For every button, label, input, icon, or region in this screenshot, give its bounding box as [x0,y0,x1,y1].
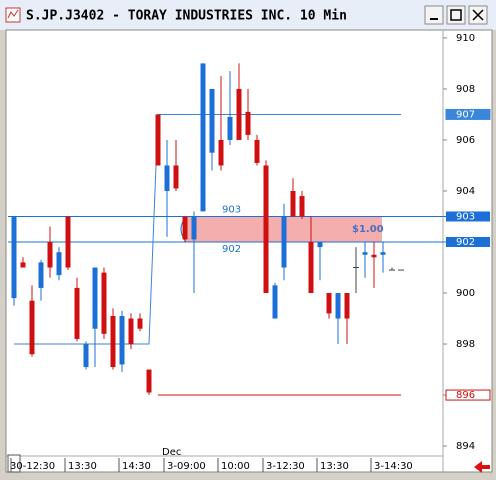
candle-body [227,116,233,140]
candle-body [308,241,314,294]
candle-body [83,344,89,367]
candle-body [92,267,98,329]
window-title: S.JP.J3402 - TORAY INDUSTRIES INC. 10 Mi… [26,9,347,24]
candle-body [236,88,242,140]
y-tick-label: 906 [456,135,475,146]
candle-body [74,287,80,339]
x-tick-label: 3-14:30 [374,461,413,472]
chart-area [5,29,493,473]
y-tick-label: 904 [456,186,475,197]
x-tick-label: 13:30 [68,461,97,472]
price-tag [445,389,491,401]
candle-body [119,315,125,365]
candle-body [101,272,107,334]
y-tick-label: 898 [456,339,475,350]
x-tick-label: 3-09:00 [167,461,206,472]
y-tick-label: 910 [456,33,475,44]
candle-body [155,114,161,166]
candle-body [362,252,368,255]
x-tick-label: 3-12:30 [266,461,305,472]
x-tick-label: 14:30 [122,461,151,472]
candle-body [326,293,332,314]
candle-body [200,63,206,212]
price-tag [446,236,490,247]
maximize-button[interactable] [446,5,466,25]
candle-body [290,190,296,217]
candle-body [263,165,269,294]
x-tick-label: 10:00 [221,461,250,472]
candle-body [110,315,116,367]
candle-body [335,293,341,319]
candle-body [47,241,53,268]
candle-body [218,139,224,166]
candle-body [254,139,260,163]
annotation-bottom: 902 [222,244,241,255]
candle-body [281,216,287,268]
candle-body [65,216,71,268]
price-tag-label: 907 [456,109,475,120]
window-buttons[interactable] [424,5,488,25]
candle-body [245,111,251,135]
candle-body [272,285,278,319]
candle-body [380,252,386,255]
candle-body [182,216,188,240]
x-tick-label: 30-12:30 [10,461,55,472]
y-tick-label: 894 [456,441,475,452]
candle-body [38,262,44,288]
y-tick-label: 900 [456,288,475,299]
minimize-button[interactable] [424,5,444,25]
candle-body [299,196,305,217]
candle-body [137,318,143,329]
maximize-glyph [450,9,462,21]
scroll-arrow[interactable] [474,461,490,473]
price-tag [446,211,490,222]
x-tick-label: 13:30 [320,461,349,472]
close-glyph [472,9,484,21]
candle-body [191,216,197,240]
annotation-top: 903 [222,204,241,215]
candle-body [317,241,323,248]
candle-body [56,252,62,276]
candle-body [209,88,215,153]
level-path [14,113,401,345]
title-bar [0,0,496,30]
candle-body [344,293,350,319]
plot: 894 896 898 900 902 904 906 908 910 30-12:30 13:30… [8,33,491,472]
candle-body [371,254,377,258]
candle-body [128,318,134,345]
price-tag-label: 896 [456,390,475,401]
date-label: Dec [162,447,181,458]
candle-body [173,165,179,189]
icon-glyph [7,9,19,19]
candle-body [164,165,170,191]
candle-body [29,300,35,355]
candle-body [20,262,26,268]
y-tick-label: 908 [456,84,475,95]
price-tag-label: 902 [456,237,475,248]
candle-body [11,216,17,299]
annotation-label: $1.00 [352,224,384,235]
candle-body [146,369,152,393]
price-tag [445,108,491,120]
price-tag-label: 903 [456,211,475,222]
